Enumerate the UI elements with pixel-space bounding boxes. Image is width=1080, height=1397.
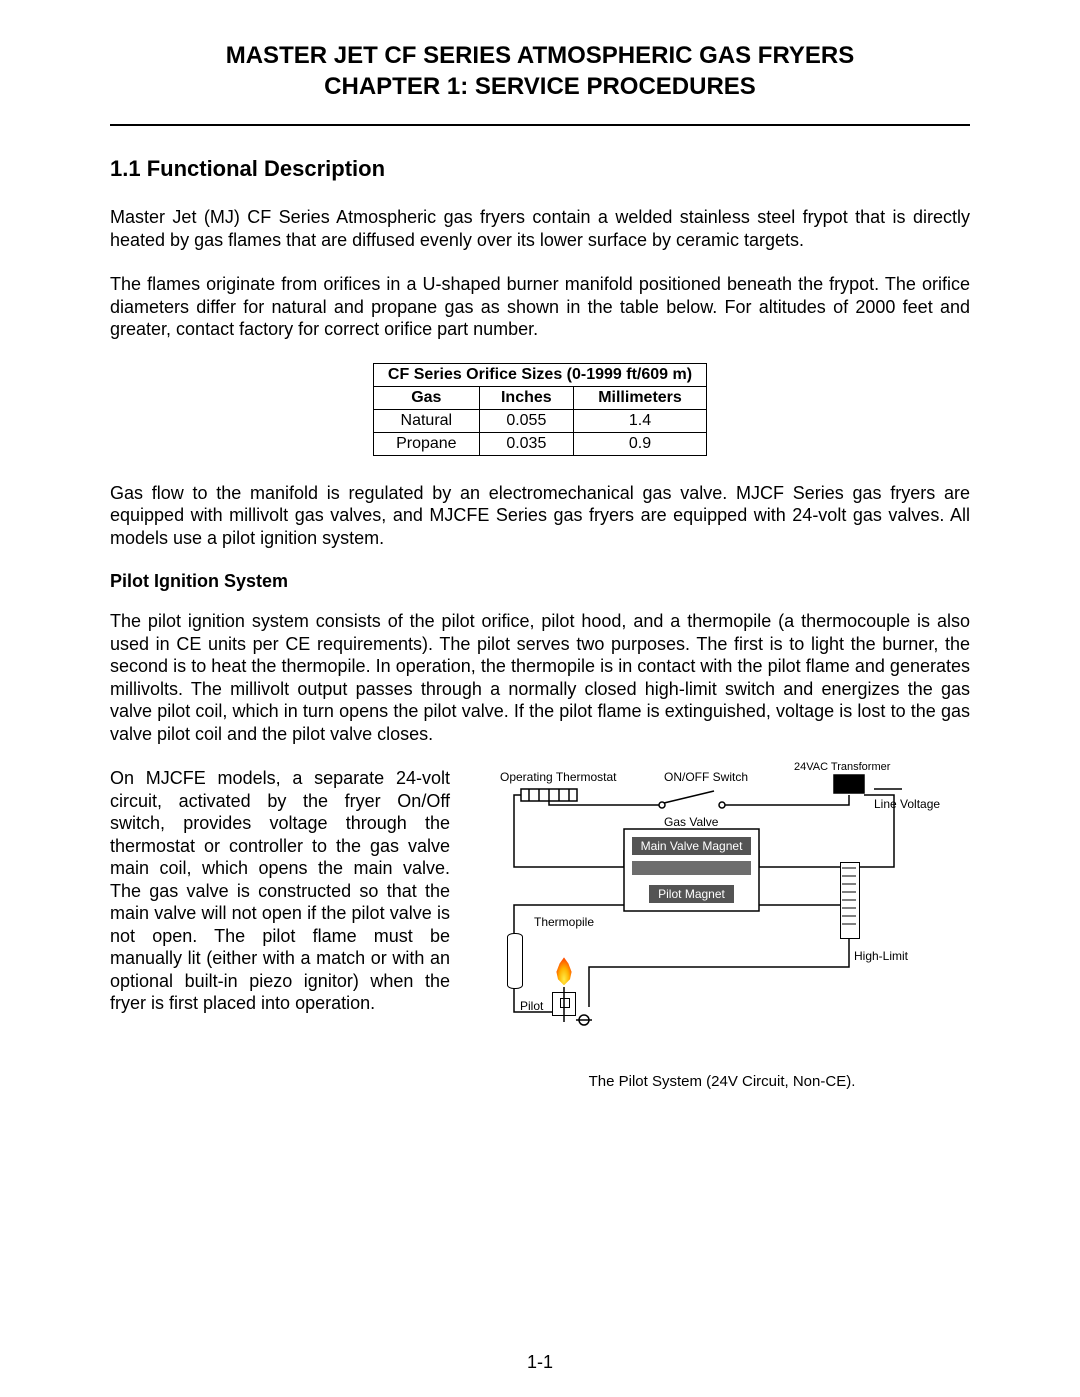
sub-heading-pilot: Pilot Ignition System	[110, 571, 970, 592]
paragraph-3: Gas flow to the manifold is regulated by…	[110, 482, 970, 550]
table-cell: 0.9	[573, 432, 706, 455]
pilot-inner	[560, 998, 570, 1008]
diagram-caption: The Pilot System (24V Circuit, Non-CE).	[474, 1073, 970, 1090]
table-header-gas: Gas	[373, 386, 479, 409]
table-header-mm: Millimeters	[573, 386, 706, 409]
label-pilot: Pilot	[520, 999, 543, 1013]
table-row: Propane 0.035 0.9	[373, 432, 706, 455]
table-header-inches: Inches	[479, 386, 573, 409]
table-cell: Propane	[373, 432, 479, 455]
paragraph-2: The flames originate from orifices in a …	[110, 273, 970, 341]
high-limit-icon	[840, 862, 860, 939]
orifice-table: CF Series Orifice Sizes (0-1999 ft/609 m…	[373, 363, 707, 456]
paragraph-1: Master Jet (MJ) CF Series Atmospheric ga…	[110, 206, 970, 251]
label-transformer: 24VAC Transformer	[794, 761, 890, 773]
title-rule	[110, 124, 970, 126]
table-row: Natural 0.055 1.4	[373, 409, 706, 432]
table-cell: 1.4	[573, 409, 706, 432]
page-title: MASTER JET CF SERIES ATMOSPHERIC GAS FRY…	[110, 40, 970, 102]
table-cell: 0.035	[479, 432, 573, 455]
table-caption: CF Series Orifice Sizes (0-1999 ft/609 m…	[373, 363, 706, 386]
label-high-limit: High-Limit	[854, 949, 908, 963]
page-number: 1-1	[0, 1352, 1080, 1373]
thermopile-icon	[507, 933, 523, 989]
pilot-system-diagram: Operating Thermostat ON/OFF Switch 24VAC…	[494, 767, 914, 1037]
gas-valve-middle-bar	[632, 861, 751, 875]
table-cell: 0.055	[479, 409, 573, 432]
label-on-off-switch: ON/OFF Switch	[664, 770, 748, 784]
label-operating-thermostat: Operating Thermostat	[500, 770, 617, 784]
paragraph-4: The pilot ignition system consists of th…	[110, 610, 970, 745]
label-pilot-magnet: Pilot Magnet	[649, 885, 734, 903]
label-gas-valve: Gas Valve	[664, 815, 718, 829]
title-line-1: MASTER JET CF SERIES ATMOSPHERIC GAS FRY…	[110, 40, 970, 71]
paragraph-5: On MJCFE models, a separate 24-volt circ…	[110, 767, 450, 1015]
label-thermopile: Thermopile	[534, 915, 594, 929]
label-line-voltage: Line Voltage	[874, 797, 940, 811]
table-cell: Natural	[373, 409, 479, 432]
title-line-2: CHAPTER 1: SERVICE PROCEDURES	[110, 71, 970, 102]
section-heading: 1.1 Functional Description	[110, 156, 970, 182]
label-main-valve-magnet: Main Valve Magnet	[632, 837, 751, 855]
